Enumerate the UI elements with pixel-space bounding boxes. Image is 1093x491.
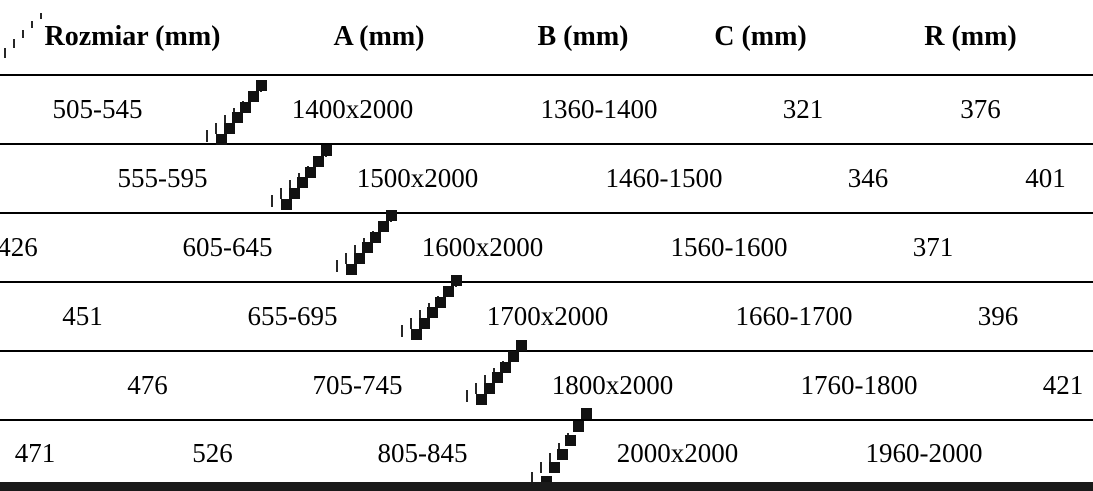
table-row: 1700x2000 1660-1700 396 451 655-695 <box>0 280 1093 352</box>
cell-c: 451 <box>62 280 848 352</box>
table-row: 1600x2000 1560-1600 371 426 605-645 <box>0 211 1093 283</box>
cell-c: 401 <box>673 142 1066 214</box>
cell-r: 605-645 <box>183 211 1093 283</box>
cell-b: 396 <box>493 280 1018 352</box>
cell-r: 505-545 <box>53 74 1093 145</box>
table-row: 2000x2000 1960-2000 471 526 805-845 <box>0 418 1093 491</box>
cell-b: 346 <box>493 142 888 214</box>
column-header-c-label: C (mm) <box>714 21 807 52</box>
cell-r: 705-745 <box>313 349 1093 421</box>
cell-c: 376 <box>673 74 1001 145</box>
table-head: Rozmiar (mm) A (mm) B (mm) C (mm) R (mm) <box>0 0 1093 76</box>
table-body: 1400x2000 1360-1400 321 376 505-545 1500… <box>0 74 1093 491</box>
column-header-b-label: B (mm) <box>537 21 629 52</box>
cell-a: 1660-1700 <box>265 280 853 352</box>
cell-r: 655-695 <box>248 280 1093 352</box>
cell-c: 476 <box>127 349 848 421</box>
cell-c: 426 <box>0 211 848 283</box>
column-header-c: C (mm) <box>673 0 848 76</box>
table-row: 1400x2000 1360-1400 321 376 505-545 <box>0 74 1093 145</box>
cell-r: 555-595 <box>118 142 1093 214</box>
cell-size: 2000x2000 <box>0 418 738 491</box>
cell-b: 371 <box>493 211 953 283</box>
cell-size: 1700x2000 <box>0 280 608 352</box>
column-header-size-label: Rozmiar (mm) <box>44 21 221 52</box>
table-header-row: Rozmiar (mm) A (mm) B (mm) C (mm) R (mm) <box>0 0 1093 76</box>
table-row: 1500x2000 1460-1500 346 401 555-595 <box>0 142 1093 214</box>
cell-size: 1800x2000 <box>0 349 673 421</box>
cell-a: 1360-1400 <box>265 74 658 145</box>
table-row: 1800x2000 1760-1800 421 476 705-745 <box>0 349 1093 421</box>
column-header-b: B (mm) <box>493 0 673 76</box>
column-header-a: A (mm) <box>265 0 493 76</box>
cell-r: 805-845 <box>378 418 1093 491</box>
column-header-r: R (mm) <box>848 0 1093 76</box>
cell-size: 1600x2000 <box>0 211 543 283</box>
cell-a: 1760-1800 <box>265 349 918 421</box>
column-header-a-label: A (mm) <box>333 21 425 52</box>
cell-c: 526 <box>192 418 848 491</box>
cell-b: 321 <box>493 74 823 145</box>
column-header-r-label: R (mm) <box>924 21 1017 52</box>
cell-size: 1400x2000 <box>0 74 413 145</box>
cell-size: 1500x2000 <box>0 142 478 214</box>
column-header-size: Rozmiar (mm) <box>0 0 265 76</box>
bottom-edge-bar <box>0 482 1093 491</box>
